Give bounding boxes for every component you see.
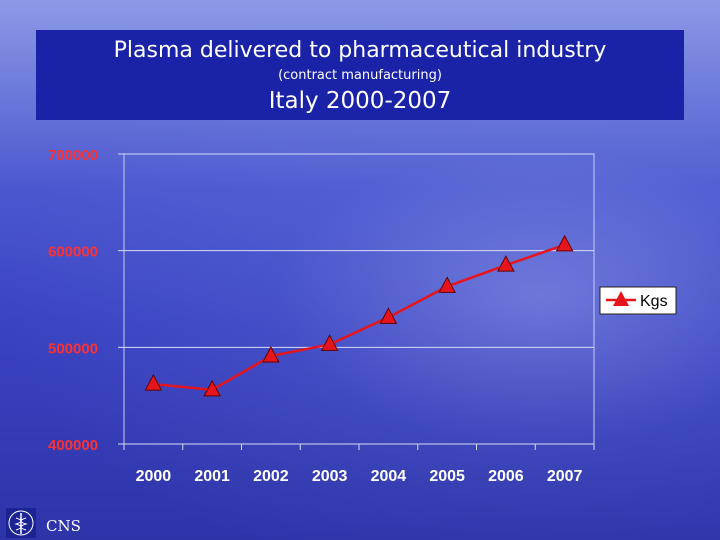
chart-title: Plasma delivered to pharmaceutical indus… [113, 38, 607, 63]
y-tick-label: 500000 [48, 340, 98, 357]
x-tick-label: 2004 [371, 468, 407, 485]
data-point [144, 374, 163, 391]
x-tick-label: 2005 [429, 468, 465, 485]
chart-title-box: Plasma delivered to pharmaceutical indus… [36, 30, 684, 120]
data-point [262, 345, 280, 363]
legend-label: Kgs [640, 293, 668, 310]
plot-area [123, 153, 595, 445]
x-tick-label: 2000 [136, 468, 172, 485]
y-tick-label: 600000 [48, 244, 98, 261]
data-point [555, 234, 574, 252]
x-tick-label: 2001 [194, 468, 230, 485]
chart-subtitle: (contract manufacturing) [278, 68, 442, 83]
x-tick-label: 2007 [547, 468, 583, 485]
series-line [153, 243, 566, 392]
chart-region-title: Italy 2000-2007 [268, 88, 452, 114]
caduceus-icon [6, 508, 36, 538]
x-tick-label: 2002 [253, 468, 289, 485]
data-point [497, 255, 515, 272]
legend-marker [613, 291, 629, 306]
x-tick-label: 2006 [488, 468, 524, 485]
x-tick-label: 2003 [312, 468, 348, 485]
legend-box [599, 286, 677, 315]
y-tick-label: 400000 [48, 437, 98, 454]
data-point [320, 334, 339, 351]
data-point [203, 379, 221, 397]
logo-text: CNS [46, 517, 81, 535]
data-point [438, 276, 456, 293]
y-tick-label: 700000 [48, 147, 98, 164]
data-point [379, 307, 398, 324]
